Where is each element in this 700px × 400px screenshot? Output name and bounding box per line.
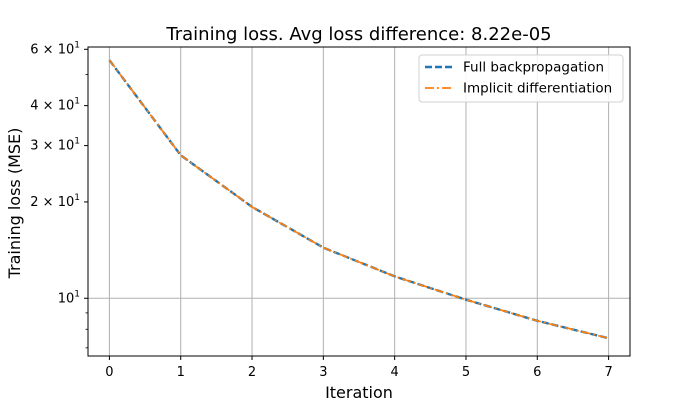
axes-frame <box>84 46 631 360</box>
y-tick-label: 6 × 101 <box>30 40 80 57</box>
y-tick-label: 3 × 101 <box>30 137 80 154</box>
x-tick-label: 7 <box>604 365 612 380</box>
y-axis-label: Training loss (MSE) <box>5 128 24 280</box>
x-tick-label: 1 <box>177 365 185 380</box>
y-tick-label: 2 × 101 <box>30 193 80 210</box>
legend: Full backpropagation Implicit differentia… <box>418 54 624 103</box>
x-axis-label: Iteration <box>325 383 393 400</box>
chart-title: Training loss. Avg loss difference: 8.22… <box>165 24 551 45</box>
y-tick-label: 101 <box>58 289 80 306</box>
legend-box <box>418 54 624 103</box>
legend-label: Full backpropagation <box>463 60 604 76</box>
x-tick-label: 2 <box>248 365 256 380</box>
x-tick-label: 6 <box>533 365 541 380</box>
x-tick-label: 4 <box>391 365 399 380</box>
x-tick-label: 5 <box>462 365 470 380</box>
y-tick-label: 4 × 101 <box>30 97 80 114</box>
series-line-full-backpropagation <box>108 59 609 340</box>
x-tick-label: 0 <box>105 365 113 380</box>
tick-labels: 0 1 2 3 4 5 6 7 101 2 × 101 3 × 101 4 × 101 6 × 101 <box>30 40 612 380</box>
legend-label: Implicit differentiation <box>463 81 612 97</box>
series-line-implicit-differentiation <box>108 59 609 340</box>
x-tick-label: 3 <box>319 365 327 380</box>
series-lines <box>108 59 609 340</box>
